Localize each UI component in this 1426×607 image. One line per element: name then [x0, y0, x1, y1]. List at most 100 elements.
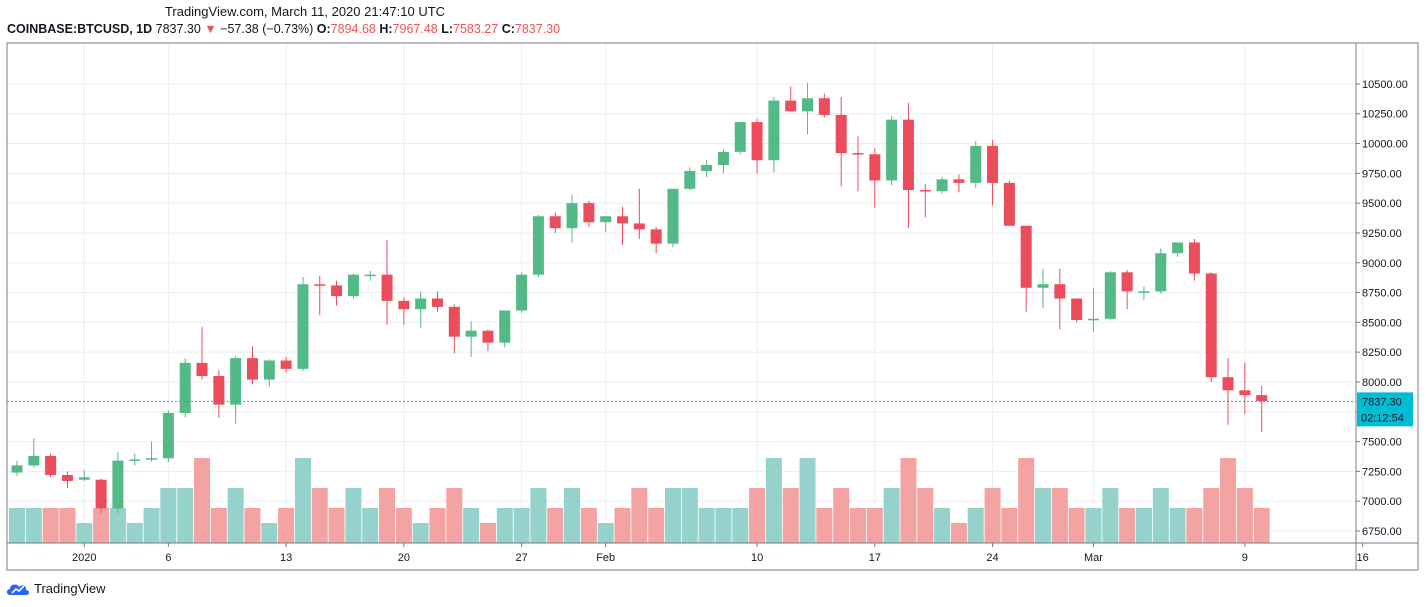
open-label: O: [316, 22, 331, 36]
volume-bar [1220, 458, 1237, 543]
time-tick-label: 10 [751, 552, 763, 564]
ticker-legend: COINBASE:BTCUSD, 1D 7837.30 ▼ −57.38 (−0… [7, 22, 560, 36]
candle-body [28, 455, 40, 466]
volume-bar [446, 488, 463, 543]
candle-body [263, 360, 275, 380]
volume-bar [278, 508, 295, 543]
volume-bar [25, 508, 42, 543]
candle-body [1003, 182, 1015, 226]
price-tick-label: 10000.00 [1362, 139, 1408, 151]
volume-bar [9, 508, 25, 543]
price-tick-label: 9250.00 [1362, 228, 1402, 240]
candle-body [1138, 291, 1150, 293]
candle-body [1020, 225, 1032, 288]
price-tick-label: 7000.00 [1362, 496, 1402, 508]
candle-body [1121, 272, 1133, 292]
time-tick-label: 9 [1242, 552, 1248, 564]
candle-body [987, 145, 999, 183]
candle-body [818, 98, 830, 115]
candle-body [667, 188, 679, 244]
time-tick-label: 13 [280, 552, 292, 564]
volume-bar [1135, 508, 1152, 543]
volume-bar [194, 458, 211, 543]
candle-body [532, 216, 544, 275]
volume-bar [648, 508, 665, 543]
price-tick-label: 10250.00 [1362, 109, 1408, 121]
price-tick-label: 8250.00 [1362, 347, 1402, 359]
volume-bar [765, 458, 782, 543]
candle-body [196, 362, 208, 377]
candle-body [448, 306, 460, 337]
volume-bar [1001, 508, 1018, 543]
volume-bar [749, 488, 766, 543]
time-tick-label: 24 [986, 552, 998, 564]
volume-bar [244, 508, 261, 543]
time-tick-label: Feb [596, 552, 615, 564]
candle-body [112, 460, 124, 509]
candle-body [633, 223, 645, 230]
volume-bar [547, 508, 564, 543]
candle-body [1188, 242, 1200, 274]
candle-body [835, 114, 847, 154]
time-tick-label: 16 [1356, 552, 1368, 564]
price-axis[interactable]: 6750.007000.007250.007500.007750.008000.… [1356, 79, 1413, 538]
time-tick-label: 27 [515, 552, 527, 564]
open-value: 7894.68 [330, 22, 376, 36]
candle-body [499, 310, 511, 343]
candle-body [415, 298, 427, 310]
volume-bar [1035, 488, 1052, 543]
brand-logo[interactable]: TradingView [6, 580, 106, 596]
candle-body [583, 203, 595, 223]
volume-bar [513, 508, 530, 543]
candle-body [230, 358, 242, 405]
volume-bar [1102, 488, 1119, 543]
volume-bars [9, 458, 1270, 543]
price-tick-label: 8750.00 [1362, 288, 1402, 300]
volume-bar [664, 488, 681, 543]
candle-body [1205, 273, 1217, 378]
candle-body [970, 145, 982, 183]
volume-bar [496, 508, 513, 543]
volume-bar [379, 488, 396, 543]
candle-body [768, 100, 780, 161]
volume-bar [177, 488, 194, 543]
candle-body [852, 153, 864, 155]
change-down-icon: ▼ [204, 22, 217, 36]
candle-body [549, 216, 561, 229]
price-tick-label: 6750.00 [1362, 526, 1402, 538]
volume-bar [1152, 488, 1169, 543]
time-axis[interactable]: 2020 6 13 20 27 Feb 10 17 24 Mar 9 16 [72, 543, 1369, 564]
price-tag [1357, 392, 1413, 427]
volume-bar [126, 523, 143, 543]
candle-body [886, 119, 898, 181]
volume-bar [311, 488, 328, 543]
volume-bar [395, 508, 412, 543]
candle-body [802, 98, 814, 112]
candles [11, 82, 1268, 514]
symbol-label[interactable]: COINBASE:BTCUSD, 1D [7, 22, 153, 36]
candle-body [61, 474, 73, 481]
candle-body [331, 285, 343, 297]
close-value: 7837.30 [514, 22, 561, 36]
candle-body [717, 151, 729, 165]
candle-body [45, 455, 57, 475]
candle-body [919, 190, 931, 192]
volume-bar [59, 508, 76, 543]
candle-body [314, 284, 326, 286]
candle-body [1222, 377, 1234, 391]
volume-bar [1203, 488, 1220, 543]
candle-body [347, 274, 359, 297]
close-label: C: [501, 22, 515, 36]
volume-bar [1051, 488, 1068, 543]
volume-bar [816, 508, 833, 543]
candle-body [1239, 390, 1251, 396]
candle-body [246, 358, 258, 380]
chart-frame [6, 42, 1419, 571]
volume-bar [1018, 458, 1035, 543]
volume-bar [580, 508, 597, 543]
candle-body [482, 330, 494, 343]
volume-bar [967, 508, 984, 543]
volume-bar [362, 508, 379, 543]
candle-body [617, 216, 629, 224]
